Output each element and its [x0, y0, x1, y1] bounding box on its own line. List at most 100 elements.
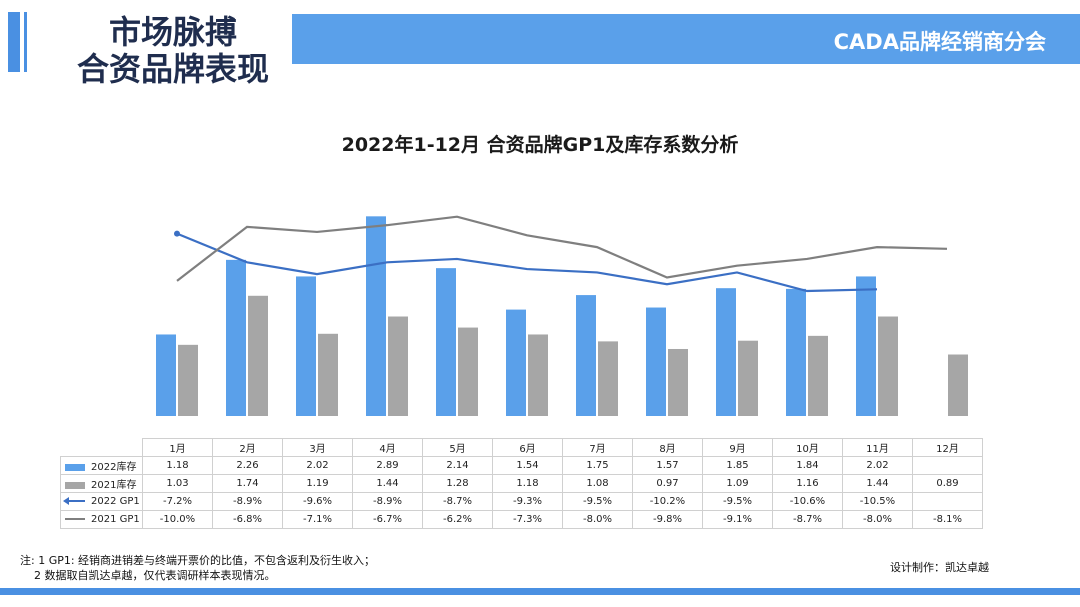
- data-label: 2.02: [842, 456, 913, 475]
- page-title-line2: 合资品牌表现: [76, 50, 269, 88]
- bar-2022-6: [506, 309, 526, 416]
- bar-2022-4: [366, 216, 386, 416]
- data-label: 2.26: [212, 456, 283, 475]
- bar-2021-6: [528, 334, 548, 416]
- header-band: CADA品牌经销商分会: [292, 14, 1080, 64]
- data-label: -7.1%: [282, 510, 353, 529]
- table-header-row: 1月 2月 3月 4月 5月 6月 7月 8月 9月 10月 11月 12月: [61, 438, 983, 457]
- bar-2022-1: [156, 334, 176, 416]
- bar-2021-3: [318, 333, 338, 416]
- data-label: 1.18: [142, 456, 213, 475]
- bar-2022-9: [716, 288, 736, 416]
- data-label: 2.89: [352, 456, 423, 475]
- page-title-line1: 市场脉搏: [108, 13, 237, 51]
- header-accent-stripe: [24, 12, 27, 72]
- month-header: 2月: [212, 438, 283, 457]
- data-label: 1.03: [142, 474, 213, 493]
- month-header: 8月: [632, 438, 703, 457]
- data-label: -8.0%: [842, 510, 913, 529]
- data-label: 1.28: [422, 474, 493, 493]
- data-label: 1.54: [492, 456, 563, 475]
- data-label: -9.5%: [702, 492, 773, 511]
- month-header: 1月: [142, 438, 213, 457]
- bar-2021-12: [948, 354, 968, 416]
- bar-2021-9: [738, 340, 758, 416]
- bar-2021-7: [598, 341, 618, 416]
- data-label: 1.57: [632, 456, 703, 475]
- table-row: 2022 GP1 -7.2% -8.9% -9.6% -8.9% -8.7% -9.3% -9…: [60, 492, 983, 511]
- data-label: 2.02: [282, 456, 353, 475]
- data-label: -8.1%: [912, 510, 983, 529]
- line-2022-gp1-start-marker: [174, 230, 180, 237]
- data-label: -6.2%: [422, 510, 493, 529]
- series-label: 2022库存: [60, 456, 143, 475]
- series-name: 2022 GP1: [91, 496, 140, 507]
- data-label: -10.0%: [142, 510, 213, 529]
- data-label: 1.08: [562, 474, 633, 493]
- chart-title: 2022年1-12月 合资品牌GP1及库存系数分析: [341, 134, 739, 156]
- data-label: -6.8%: [212, 510, 283, 529]
- bar-2021-4: [388, 316, 408, 416]
- data-label: 0.97: [632, 474, 703, 493]
- legend-swatch-2021-gp1: [65, 518, 85, 520]
- data-label: -10.2%: [632, 492, 703, 511]
- footnote-line1: 注: 1 GP1: 经销商进销差与终端开票价的比值，不包含返利及衍生收入；: [20, 554, 376, 567]
- data-label: 1.44: [352, 474, 423, 493]
- legend-swatch-2022-gp1: [63, 497, 85, 505]
- chart-plot: [156, 215, 968, 416]
- data-label: 1.75: [562, 456, 633, 475]
- series-name: 2021库存: [91, 480, 137, 491]
- data-label: [912, 492, 983, 511]
- bar-2021-11: [878, 316, 898, 416]
- data-label: 1.09: [702, 474, 773, 493]
- table-row: 2021 GP1 -10.0% -6.8% -7.1% -6.7% -6.2% -7.3% -…: [60, 510, 983, 529]
- data-label: 1.74: [212, 474, 283, 493]
- series-name: 2022库存: [91, 462, 137, 473]
- data-label: -9.1%: [702, 510, 773, 529]
- data-label: 1.85: [702, 456, 773, 475]
- month-header: 12月: [912, 438, 983, 457]
- header-accent-bar: [8, 12, 20, 72]
- data-label: -6.7%: [352, 510, 423, 529]
- data-label: -9.8%: [632, 510, 703, 529]
- series-label: 2021库存: [60, 474, 143, 493]
- data-label: -9.6%: [282, 492, 353, 511]
- table-corner: [61, 439, 143, 457]
- page-title: 市场脉搏 合资品牌表现: [58, 14, 288, 88]
- bar-2022-11: [856, 276, 876, 416]
- data-label: -8.9%: [352, 492, 423, 511]
- month-header: 4月: [352, 438, 423, 457]
- series-label: 2022 GP1: [60, 492, 143, 511]
- series-name: 2021 GP1: [91, 514, 140, 525]
- table-row: 2021库存 1.03 1.74 1.19 1.44 1.28 1.18 1.08 0.97 1.…: [60, 474, 983, 493]
- bar-2022-7: [576, 295, 596, 416]
- data-label: 0.89: [912, 474, 983, 493]
- data-label: 1.84: [772, 456, 843, 475]
- data-label: 1.18: [492, 474, 563, 493]
- month-header: 9月: [702, 438, 773, 457]
- line-2021-gp1: [176, 215, 948, 282]
- data-label: -9.5%: [562, 492, 633, 511]
- data-label: -10.6%: [772, 492, 843, 511]
- series-label: 2021 GP1: [60, 510, 143, 529]
- bar-2021-8: [668, 348, 688, 416]
- legend-swatch-2021-inventory: [65, 481, 85, 489]
- bar-2022-5: [436, 268, 456, 416]
- data-label: 1.44: [842, 474, 913, 493]
- bar-2021-5: [458, 327, 478, 416]
- data-label: -8.7%: [422, 492, 493, 511]
- bar-2022-2: [226, 259, 246, 416]
- data-label: -8.0%: [562, 510, 633, 529]
- footnote-line2: 2 数据取自凯达卓越，仅代表调研样本表现情况。: [34, 569, 276, 582]
- bar-2022-3: [296, 276, 316, 416]
- month-header: 6月: [492, 438, 563, 457]
- table-row: 2022库存 1.18 2.26 2.02 2.89 2.14 1.54 1.75 1.57 1.…: [60, 456, 983, 475]
- bar-2022-10: [786, 288, 806, 416]
- brand-name: CADA品牌经销商分会: [833, 30, 1046, 54]
- month-header: 10月: [772, 438, 843, 457]
- data-label: [912, 456, 983, 475]
- data-label: 2.14: [422, 456, 493, 475]
- bar-2021-1: [178, 344, 198, 416]
- bar-2021-2: [248, 295, 268, 416]
- month-header: 11月: [842, 438, 913, 457]
